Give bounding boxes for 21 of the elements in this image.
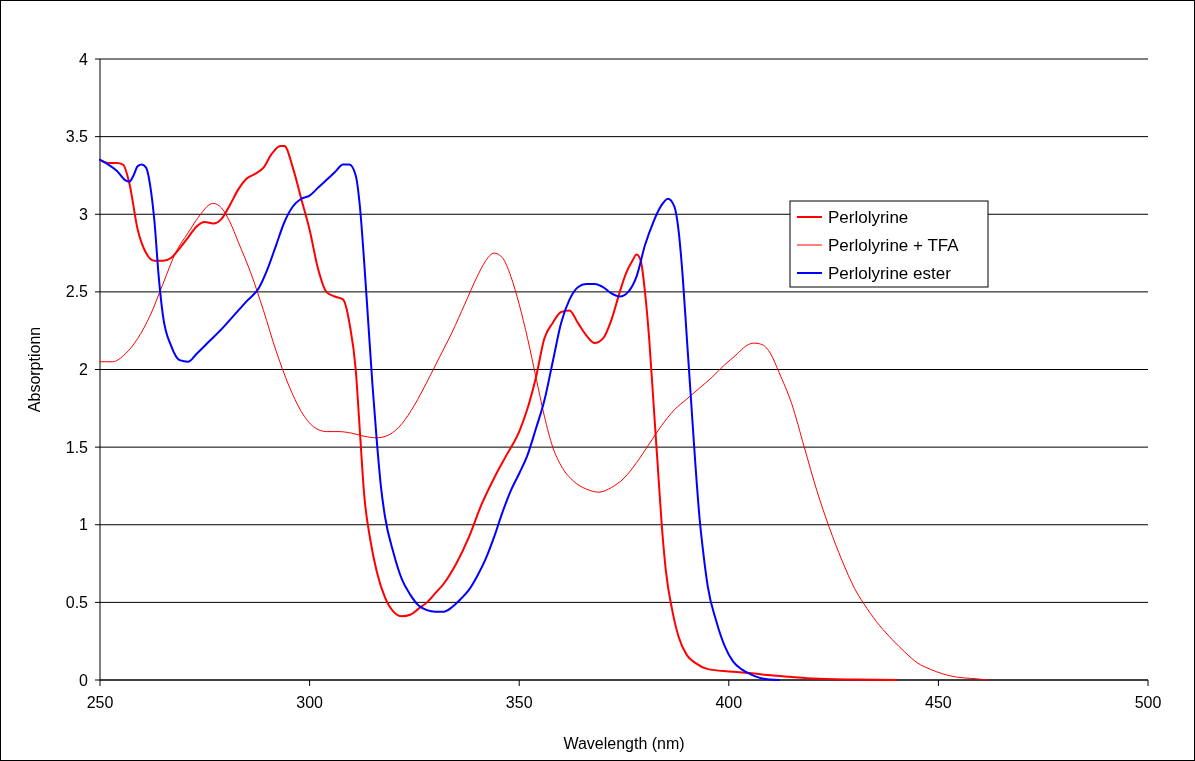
- x-axis-title: Wavelength (nm): [563, 735, 685, 752]
- x-tick-label: 400: [715, 694, 743, 711]
- y-tick-label: 2: [79, 361, 89, 379]
- y-tick-label: 0.5: [65, 593, 89, 611]
- y-tick-label: 1: [79, 516, 89, 534]
- legend-label: Perlolyrine ester: [828, 263, 952, 283]
- y-tick-label: 3.5: [65, 128, 89, 146]
- legend-label: Perlolyrine + TFA: [828, 235, 960, 255]
- y-tick-label: 2.5: [65, 283, 89, 301]
- x-tick-label: 450: [925, 694, 952, 711]
- y-tick-label: 3: [79, 205, 89, 223]
- line-series: [99, 158, 781, 681]
- y-tick-label: 4: [79, 50, 89, 68]
- legend-label: Perlolyrine: [828, 207, 909, 227]
- y-tick-label: 1.5: [65, 438, 89, 456]
- x-tick-label: 300: [296, 694, 324, 711]
- y-axis-title: Absorptionn: [26, 326, 43, 413]
- y-tick-label: 0: [79, 671, 89, 689]
- x-tick-label: 350: [505, 694, 533, 711]
- x-tick-label: 250: [86, 694, 114, 711]
- x-tick-label: 500: [1134, 694, 1162, 711]
